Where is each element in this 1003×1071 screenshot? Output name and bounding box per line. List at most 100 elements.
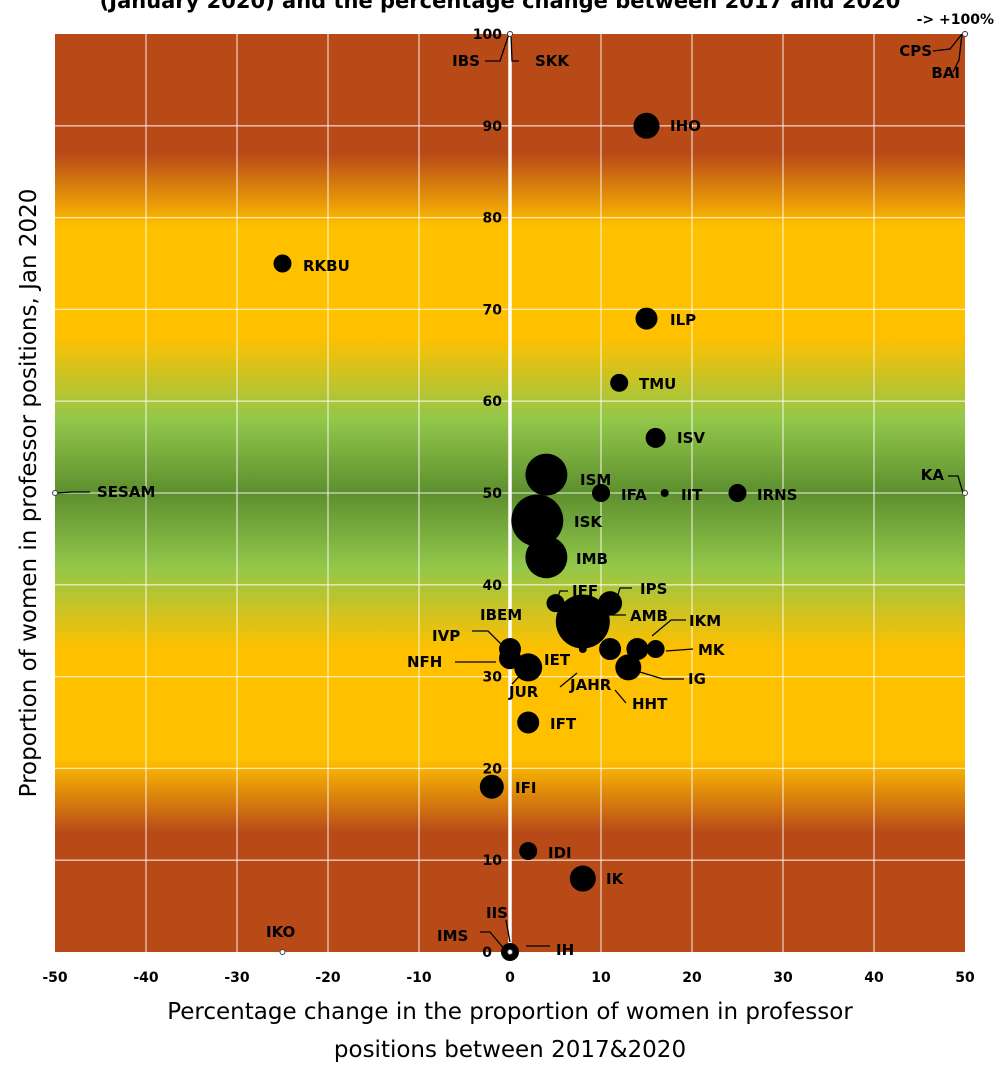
point-label-ih: IH [556,941,574,959]
y-tick-label: 40 [483,578,503,594]
x-tick-label: 20 [682,970,702,986]
x-tick-label: -10 [406,970,432,986]
y-tick-label: 20 [483,761,503,777]
x-tick-label: 30 [773,970,793,986]
leader-line [639,671,684,680]
point-label-cps: CPS [899,42,932,60]
y-tick-label: 80 [483,211,503,227]
data-point-ka [962,490,968,496]
data-point-isv [645,427,666,448]
y-tick-label: 60 [483,394,503,410]
data-point-iho [633,112,660,139]
data-points [52,31,968,961]
data-point-ig [615,654,642,681]
corner-note: -> +100% [917,12,994,28]
point-label-ilp: ILP [670,311,696,329]
leader-line [932,33,963,52]
data-point-isk [511,494,564,547]
y-tick-label-zero: 0 [482,945,492,961]
x-tick-labels: -50 -40 -30 -20 -10 0 10 20 30 40 50 [42,970,975,986]
data-point-ilp [635,307,658,330]
y-tick-label: 10 [483,853,503,869]
data-point-skk [507,31,513,37]
leader-line [651,619,686,637]
leader-line [485,33,510,62]
leader-line [614,689,627,704]
data-point-ims [507,949,513,955]
point-label-jur: JUR [508,683,539,701]
x-tick-label: 0 [505,970,515,986]
data-point-irns [728,484,747,502]
point-label-ivp: IVP [432,627,460,645]
point-label-ka: KA [921,466,945,484]
y-tick-label: 50 [483,486,503,502]
point-label-ips: IPS [640,580,667,598]
data-point-imb [525,536,568,579]
data-point-ikm [626,638,649,661]
data-point-rkbu [273,254,292,273]
y-tick-labels: 10 20 30 40 50 60 70 80 90 100 0 [473,27,502,961]
data-point-bai [962,31,968,37]
x-tick-label: -20 [315,970,341,986]
data-point-iit [660,489,669,497]
point-label-ibs: IBS [452,52,480,70]
point-label-imb: IMB [576,550,608,568]
point-label-iko: IKO [266,923,295,941]
leader-line [472,630,504,647]
data-point-jahr [599,638,622,661]
point-label-idi: IDI [548,844,572,862]
point-label-ibem: IBEM [480,606,522,624]
data-point-idi [519,842,538,861]
point-label-ifi: IFI [515,779,536,797]
point-label-iho: IHO [670,117,701,135]
point-label-sesam: SESAM [97,483,155,501]
x-axis-title-line-1: Percentage change in the proportion of w… [167,999,853,1025]
point-label-tmu: TMU [639,375,676,393]
y-tick-label: 70 [483,302,503,318]
point-label-isk: ISK [574,513,603,531]
x-tick-label: -30 [224,970,250,986]
point-label-amb: AMB [630,607,668,625]
point-label-ikm: IKM [689,612,721,630]
point-label-nfh: NFH [407,653,442,671]
point-label-ims: IMS [437,927,468,945]
leader-line [480,931,506,951]
point-label-ig: IG [688,670,706,688]
point-label-ift: IFT [550,715,577,733]
x-tick-label: -50 [42,970,68,986]
leader-line [56,491,90,494]
y-axis-title: Proportion of women in professor positio… [16,189,42,798]
point-label-iff: IFF [572,582,598,600]
point-label-bai: BAI [931,64,960,82]
leader-line [510,33,519,62]
data-point-amb [555,594,610,649]
point-label-skk: SKK [535,52,570,70]
data-point-ift [517,711,540,734]
point-label-hht: HHT [632,695,668,713]
chart-title: (January 2020) and the percentage change… [100,0,901,13]
data-point-nfh [514,653,543,682]
leader-line [665,648,694,652]
data-point-iet [578,645,587,654]
point-label-iit: IIT [681,486,703,504]
point-label-irns: IRNS [757,486,798,504]
data-point-ifi [479,774,504,799]
point-labels: IHO RKBU ILP TMU ISV ISM IFA IIT IRNS ISK IMB IFF IP… [97,42,960,959]
point-label-jahr: JAHR [569,676,612,694]
point-label-ism: ISM [580,471,611,489]
data-point-ik [569,865,596,892]
leader-line [505,919,511,943]
data-point-mk [646,640,665,659]
point-label-iis: IIS [486,904,508,922]
data-point-iko [279,949,286,955]
x-tick-label: 50 [955,970,975,986]
point-label-rkbu: RKBU [303,257,350,275]
x-tick-label: -40 [133,970,159,986]
x-tick-label: 40 [864,970,884,986]
point-label-ifa: IFA [621,486,647,504]
leader-line [948,475,964,494]
x-axis-title-line-2: positions between 2017&2020 [334,1037,686,1063]
y-tick-label: 30 [483,670,503,686]
data-point-ifa [592,484,610,502]
